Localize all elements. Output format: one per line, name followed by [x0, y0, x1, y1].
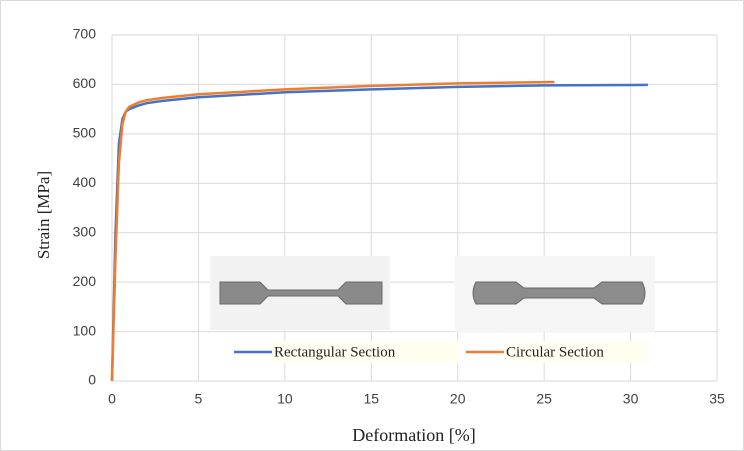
y-tick-label: 400 [73, 174, 97, 190]
y-tick-label: 0 [88, 372, 96, 388]
y-axis-title: Strain [MPa] [34, 171, 53, 259]
x-tick-label: 5 [195, 391, 203, 407]
data-line [110, 83, 648, 382]
y-tick-label: 200 [73, 273, 97, 289]
x-tick-label: 25 [536, 391, 552, 407]
y-tick-label: 700 [73, 26, 97, 42]
data-line [110, 80, 555, 382]
specimen-photo [210, 256, 390, 330]
legend-label: Circular Section [506, 344, 604, 360]
legend-background [504, 341, 648, 363]
y-tick-label: 500 [73, 125, 97, 141]
x-tick-label: 20 [450, 391, 466, 407]
legend-label: Rectangular Section [274, 344, 396, 360]
x-tick-label: 15 [363, 391, 379, 407]
x-axis-title: Deformation [%] [352, 425, 475, 445]
x-tick-label: 0 [108, 391, 116, 407]
x-tick-label: 30 [623, 391, 639, 407]
y-tick-label: 100 [73, 322, 97, 338]
specimen-photo [455, 256, 655, 332]
y-tick-label: 600 [73, 75, 97, 91]
legend-background [272, 341, 460, 363]
x-tick-label: 10 [277, 391, 293, 407]
x-tick-label: 35 [709, 391, 725, 407]
y-tick-label: 300 [73, 223, 97, 239]
